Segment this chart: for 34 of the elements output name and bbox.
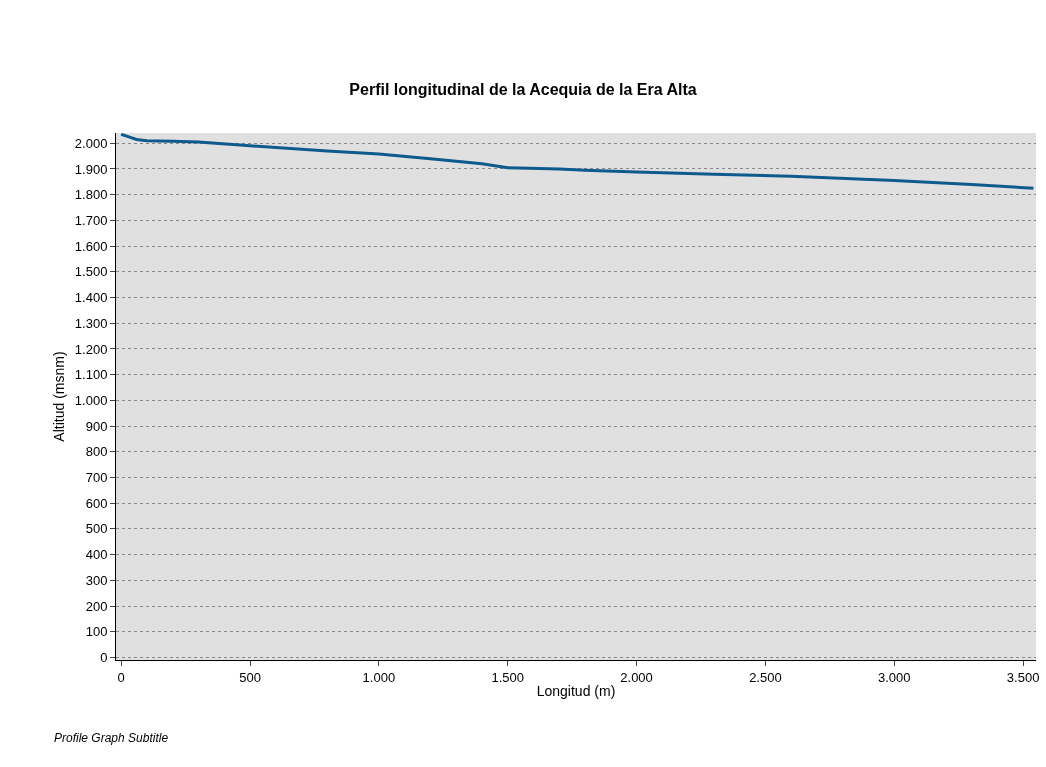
y-tick-label: 100 xyxy=(85,624,108,640)
x-tick-label: 1.000 xyxy=(362,669,396,685)
line-series xyxy=(119,133,1035,190)
y-tick-label: 800 xyxy=(85,444,108,460)
y-tick-label: 900 xyxy=(85,418,108,434)
x-axis-title: Longitud (m) xyxy=(536,682,616,699)
y-tick-label: 200 xyxy=(85,598,108,614)
y-tick-label: 1.300 xyxy=(74,315,108,331)
chart-title: Perfil longitudinal de la Acequia de la Era Alta xyxy=(349,81,697,99)
x-tick-label: 3.000 xyxy=(877,669,911,685)
x-tick-label: 0 xyxy=(117,669,125,685)
y-tick-label: 1.800 xyxy=(74,187,108,203)
y-tick-label: 1.900 xyxy=(74,161,108,177)
x-tick-label: 500 xyxy=(239,669,261,685)
x-tick-label: 1.500 xyxy=(491,669,524,685)
y-tick-label: 1.100 xyxy=(74,367,108,383)
x-tick-label: 2.000 xyxy=(620,669,653,685)
text: Profile Graph Subtitle xyxy=(54,731,169,745)
y-tick-label: 0 xyxy=(100,649,108,665)
x-tick-label: 3.500 xyxy=(1006,669,1040,685)
y-tick-label: 300 xyxy=(85,572,108,588)
y-tick-label: 400 xyxy=(85,547,108,563)
y-tick-label: 2.000 xyxy=(74,135,108,151)
y-tick-label: 1.000 xyxy=(74,392,108,408)
y-axis-title: Altitud (msnm) xyxy=(51,351,68,442)
y-tick-label: 600 xyxy=(85,495,108,511)
y-tick-label: 1.400 xyxy=(74,290,108,306)
y-tick-label: 1.500 xyxy=(74,264,108,280)
y-tick-label: 1.200 xyxy=(74,341,108,357)
x-tick-label: 2.500 xyxy=(749,669,782,685)
y-tick-label: 1.600 xyxy=(74,238,108,254)
y-tick-label: 700 xyxy=(85,470,108,486)
y-tick-label: 1.700 xyxy=(74,212,108,228)
y-tick-label: 500 xyxy=(85,521,108,537)
